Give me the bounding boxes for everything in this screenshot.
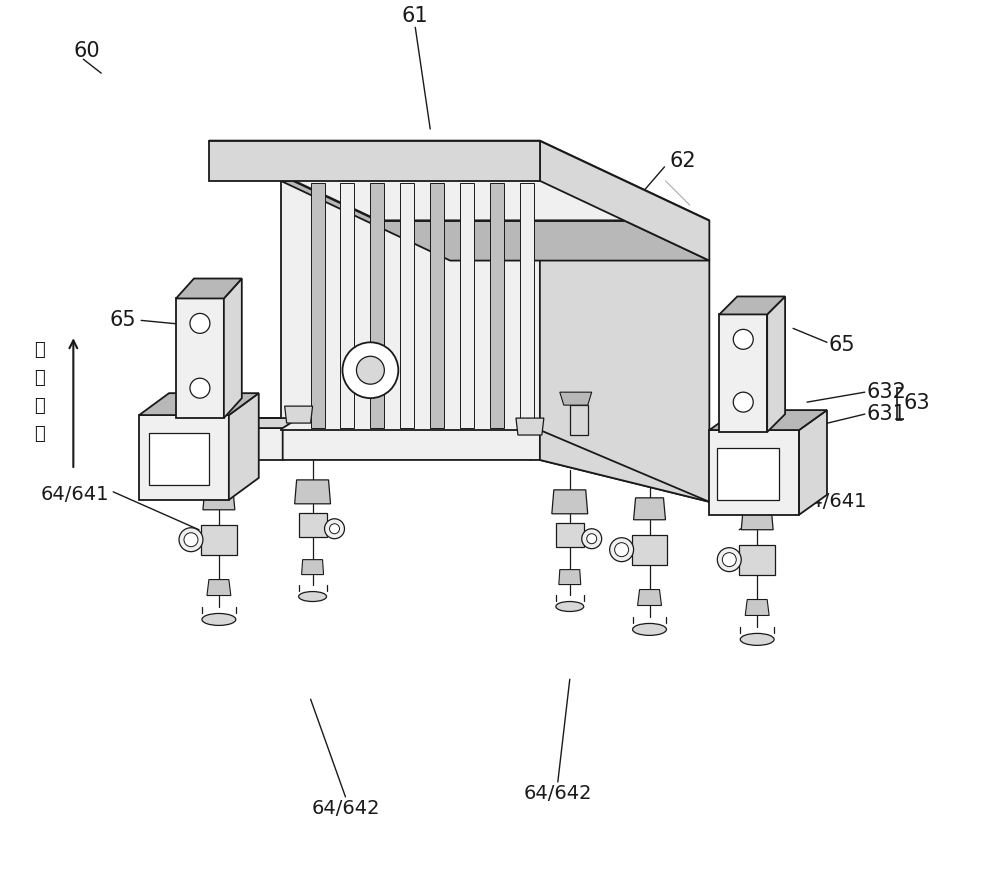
Polygon shape <box>139 393 259 415</box>
Polygon shape <box>540 428 709 502</box>
Polygon shape <box>283 428 709 502</box>
Polygon shape <box>719 314 767 432</box>
Text: 一: 一 <box>34 369 45 387</box>
Polygon shape <box>209 141 709 221</box>
Polygon shape <box>638 589 661 605</box>
Polygon shape <box>540 181 709 502</box>
Text: 60: 60 <box>73 41 100 61</box>
Circle shape <box>184 533 198 546</box>
Bar <box>717 448 779 500</box>
Polygon shape <box>719 296 785 314</box>
Text: 65: 65 <box>110 311 136 330</box>
Bar <box>149 433 209 485</box>
Text: 65: 65 <box>829 336 856 355</box>
Ellipse shape <box>202 613 236 626</box>
Text: 方: 方 <box>34 397 45 415</box>
Polygon shape <box>176 298 224 418</box>
Polygon shape <box>767 296 785 432</box>
Polygon shape <box>209 141 540 181</box>
Polygon shape <box>224 279 242 418</box>
Circle shape <box>722 553 736 567</box>
Text: 632: 632 <box>867 382 907 402</box>
Circle shape <box>582 529 602 548</box>
Bar <box>400 182 414 428</box>
Circle shape <box>717 547 741 571</box>
Text: 第: 第 <box>34 341 45 360</box>
Polygon shape <box>207 579 231 595</box>
Bar <box>520 182 534 428</box>
Text: 63: 63 <box>904 393 930 413</box>
Ellipse shape <box>556 602 584 611</box>
Polygon shape <box>176 279 242 298</box>
Polygon shape <box>156 418 299 428</box>
Polygon shape <box>709 410 827 430</box>
Polygon shape <box>302 560 324 575</box>
Circle shape <box>733 392 753 412</box>
Text: 64/641: 64/641 <box>799 492 868 512</box>
Bar <box>490 182 504 428</box>
Polygon shape <box>285 406 313 423</box>
Circle shape <box>342 343 398 398</box>
Bar <box>370 182 384 428</box>
Polygon shape <box>540 141 709 261</box>
Polygon shape <box>745 600 769 616</box>
Polygon shape <box>556 522 584 546</box>
Polygon shape <box>709 430 799 514</box>
Text: 64/642: 64/642 <box>311 799 380 819</box>
Polygon shape <box>281 181 540 430</box>
Bar <box>430 182 444 428</box>
Circle shape <box>179 528 203 552</box>
Polygon shape <box>739 545 775 575</box>
Polygon shape <box>281 181 709 261</box>
Polygon shape <box>559 570 581 585</box>
Polygon shape <box>203 488 235 510</box>
Polygon shape <box>380 400 709 470</box>
Polygon shape <box>156 428 283 460</box>
Polygon shape <box>156 418 299 428</box>
Polygon shape <box>632 535 667 564</box>
Polygon shape <box>139 415 229 500</box>
Text: 64/641: 64/641 <box>41 485 109 505</box>
Text: 61: 61 <box>402 6 429 27</box>
Polygon shape <box>156 400 709 470</box>
Circle shape <box>610 538 634 562</box>
Circle shape <box>356 356 384 384</box>
Polygon shape <box>741 508 773 530</box>
Circle shape <box>615 543 629 556</box>
Polygon shape <box>201 525 237 554</box>
Bar <box>311 182 325 428</box>
Polygon shape <box>516 418 544 435</box>
Polygon shape <box>799 410 827 514</box>
Ellipse shape <box>740 634 774 645</box>
Bar <box>340 182 354 428</box>
Circle shape <box>587 534 597 544</box>
Text: 631: 631 <box>867 404 907 425</box>
Bar <box>460 182 474 428</box>
Text: 向: 向 <box>34 425 45 443</box>
Polygon shape <box>560 392 592 405</box>
Polygon shape <box>552 490 588 514</box>
Circle shape <box>330 523 340 534</box>
Ellipse shape <box>633 623 666 635</box>
Polygon shape <box>229 393 259 500</box>
Polygon shape <box>295 480 331 504</box>
Circle shape <box>190 378 210 398</box>
Circle shape <box>325 519 344 538</box>
Text: 62: 62 <box>669 151 696 171</box>
Circle shape <box>190 313 210 334</box>
Bar <box>570 405 588 435</box>
Polygon shape <box>634 498 665 520</box>
Polygon shape <box>299 513 327 537</box>
Circle shape <box>733 329 753 349</box>
Ellipse shape <box>299 592 327 602</box>
Text: 64/642: 64/642 <box>524 784 592 804</box>
